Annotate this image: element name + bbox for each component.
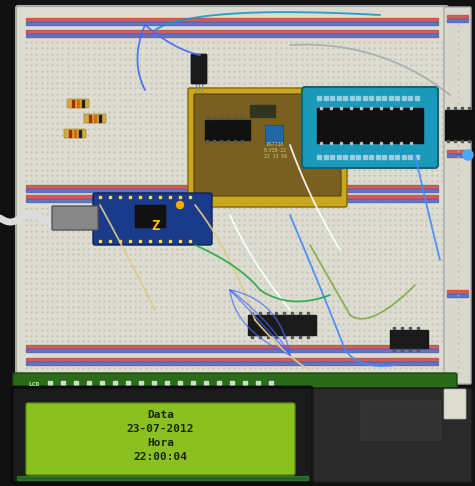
Bar bbox=[99, 115, 101, 122]
Bar bbox=[26, 349, 438, 352]
Bar bbox=[77, 100, 79, 107]
Bar bbox=[26, 345, 438, 348]
FancyBboxPatch shape bbox=[444, 7, 471, 384]
FancyBboxPatch shape bbox=[26, 403, 295, 475]
Bar bbox=[26, 22, 438, 25]
Bar bbox=[79, 130, 81, 137]
Text: Z: Z bbox=[151, 219, 159, 233]
FancyBboxPatch shape bbox=[84, 114, 106, 123]
Bar bbox=[82, 100, 84, 107]
Bar bbox=[26, 189, 438, 192]
FancyBboxPatch shape bbox=[52, 206, 98, 230]
Bar bbox=[445, 110, 475, 140]
Bar bbox=[317, 108, 423, 143]
Text: LCD: LCD bbox=[28, 382, 39, 387]
Text: Hora: Hora bbox=[147, 438, 174, 448]
Bar bbox=[26, 185, 438, 188]
Bar bbox=[26, 362, 438, 365]
Bar bbox=[135, 205, 165, 227]
Bar bbox=[447, 19, 468, 21]
FancyBboxPatch shape bbox=[313, 388, 472, 482]
FancyBboxPatch shape bbox=[191, 54, 207, 84]
Text: BA7738
0.V30-22
22 13 56: BA7738 0.V30-22 22 13 56 bbox=[264, 142, 286, 159]
Bar bbox=[26, 18, 438, 21]
Bar bbox=[17, 476, 308, 480]
Bar bbox=[26, 358, 438, 361]
FancyBboxPatch shape bbox=[188, 88, 347, 207]
Bar bbox=[72, 100, 74, 107]
Text: Data: Data bbox=[147, 410, 174, 420]
FancyBboxPatch shape bbox=[302, 87, 438, 168]
Bar bbox=[26, 195, 438, 198]
Text: 22:00:04: 22:00:04 bbox=[133, 452, 188, 462]
Bar bbox=[447, 150, 468, 153]
Bar bbox=[89, 115, 91, 122]
Bar bbox=[248, 315, 316, 335]
Circle shape bbox=[177, 202, 183, 208]
Bar bbox=[74, 130, 76, 137]
FancyBboxPatch shape bbox=[67, 99, 89, 108]
FancyBboxPatch shape bbox=[16, 6, 448, 380]
FancyBboxPatch shape bbox=[444, 389, 466, 419]
Bar bbox=[447, 15, 468, 17]
Bar bbox=[447, 154, 468, 156]
Bar bbox=[447, 290, 468, 293]
Bar bbox=[205, 120, 250, 140]
Text: 23-07-2012: 23-07-2012 bbox=[127, 424, 194, 434]
Bar bbox=[26, 34, 438, 37]
FancyBboxPatch shape bbox=[12, 387, 313, 483]
Bar bbox=[26, 30, 438, 33]
FancyBboxPatch shape bbox=[13, 373, 457, 402]
Bar bbox=[265, 125, 283, 143]
FancyBboxPatch shape bbox=[64, 129, 86, 138]
Bar bbox=[250, 105, 275, 117]
Bar bbox=[360, 400, 440, 440]
FancyBboxPatch shape bbox=[93, 193, 212, 245]
Bar bbox=[390, 330, 428, 348]
Bar bbox=[69, 130, 71, 137]
Bar bbox=[26, 199, 438, 202]
FancyBboxPatch shape bbox=[194, 94, 341, 196]
Bar bbox=[94, 115, 96, 122]
Bar bbox=[447, 294, 468, 296]
Circle shape bbox=[463, 150, 473, 160]
